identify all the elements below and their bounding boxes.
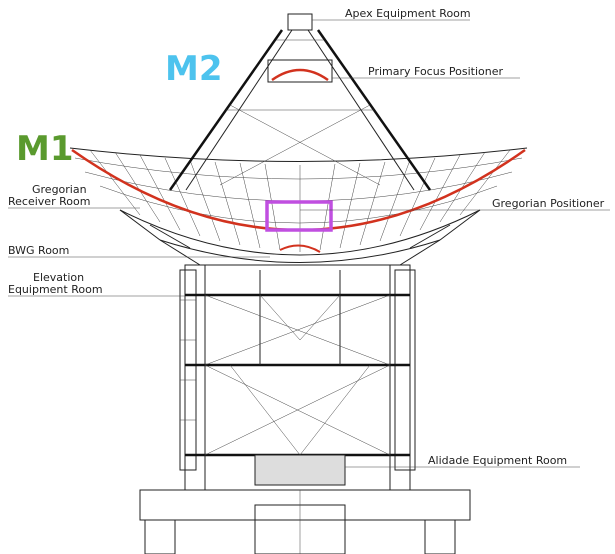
callout-label: Receiver Room bbox=[8, 195, 90, 208]
callout-label: Primary Focus Positioner bbox=[368, 65, 504, 78]
callout-label: BWG Room bbox=[8, 244, 69, 257]
leader-lines bbox=[8, 20, 610, 467]
alidade-tower bbox=[140, 245, 470, 554]
callout-label: Apex Equipment Room bbox=[345, 7, 471, 20]
quadripod bbox=[170, 14, 430, 190]
callout-label: Gregorian Positioner bbox=[492, 197, 605, 210]
telescope-diagram: M2 M1 Apex Equipment Room Primary Focus … bbox=[0, 0, 615, 554]
dish bbox=[70, 148, 527, 265]
m1-marker: M1 bbox=[16, 129, 74, 169]
callout-label: Equipment Room bbox=[8, 283, 103, 296]
callout-label: Alidade Equipment Room bbox=[428, 454, 567, 467]
m2-marker: M2 bbox=[165, 49, 223, 89]
gregorian-positioner-highlight bbox=[267, 202, 331, 230]
